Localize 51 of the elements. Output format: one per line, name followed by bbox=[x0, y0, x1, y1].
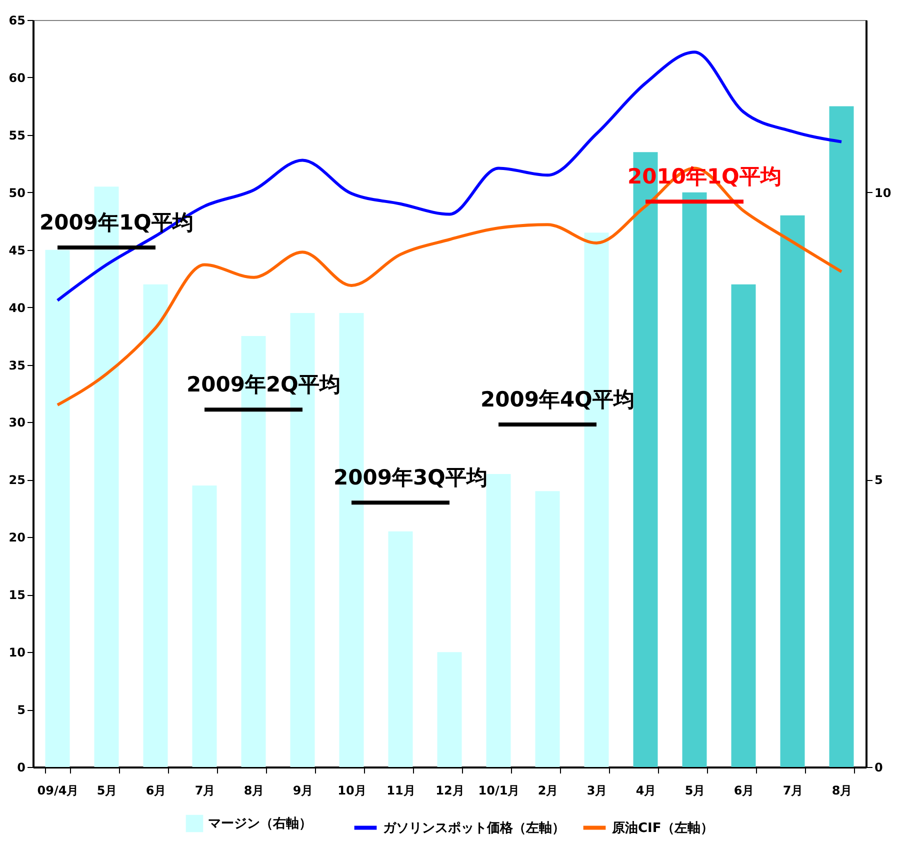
bar bbox=[535, 491, 560, 767]
y-tick-label: 30 bbox=[8, 416, 26, 430]
x-tick-label: 12月 bbox=[436, 784, 464, 798]
x-tick-label: 7月 bbox=[782, 784, 804, 798]
y-tick-label: 15 bbox=[8, 588, 26, 602]
x-tick-label: 8月 bbox=[244, 784, 264, 798]
x-tick-label: 5月 bbox=[96, 784, 118, 798]
x-tick-label: 10/1月 bbox=[478, 784, 520, 798]
x-tick-label: 6月 bbox=[146, 784, 166, 798]
x-tick-label: 10月 bbox=[338, 784, 366, 798]
y2-tick-label: 5 bbox=[874, 473, 883, 488]
bar bbox=[682, 192, 707, 767]
y2-tick-label: 0 bbox=[874, 760, 883, 774]
bar bbox=[192, 485, 217, 767]
bar bbox=[780, 215, 805, 767]
legend-label: マージン（右軸） bbox=[208, 816, 312, 832]
y2-tick-label: 10 bbox=[874, 186, 892, 200]
x-tick-label: 2月 bbox=[538, 784, 558, 798]
bar bbox=[45, 250, 70, 767]
bar bbox=[437, 652, 462, 767]
bar bbox=[486, 474, 511, 767]
x-tick-label: 5月 bbox=[684, 784, 706, 798]
x-tick-label: 11月 bbox=[386, 784, 416, 798]
legend-label: 原油CIF（左軸） bbox=[611, 820, 714, 836]
y-tick-label: 55 bbox=[8, 128, 26, 142]
x-tick-label: 09/4月 bbox=[37, 784, 79, 798]
y-tick-label: 5 bbox=[17, 703, 26, 718]
y-tick-label: 10 bbox=[8, 646, 26, 660]
x-tick-label: 4月 bbox=[636, 784, 656, 798]
x-tick-label: 7月 bbox=[194, 784, 216, 798]
x-tick-label: 3月 bbox=[586, 784, 608, 798]
series-label: 2009年3Q平均 bbox=[334, 466, 488, 490]
y-tick-label: 45 bbox=[8, 243, 26, 258]
bar bbox=[829, 106, 854, 767]
bar bbox=[388, 531, 413, 767]
series-label: 2009年2Q平均 bbox=[186, 372, 340, 397]
y-tick-label: 40 bbox=[8, 300, 26, 315]
y-tick-label: 50 bbox=[8, 186, 26, 200]
y-tick-label: 60 bbox=[8, 70, 26, 85]
y-tick-label: 25 bbox=[8, 473, 26, 488]
legend-label: ガソリンスポット価格（左軸） bbox=[383, 820, 565, 836]
y-tick-label: 20 bbox=[8, 530, 26, 545]
bar bbox=[143, 284, 168, 767]
y-tick-label: 35 bbox=[8, 358, 26, 372]
x-tick-label: 8月 bbox=[832, 784, 852, 798]
series-label: 2009年4Q平均 bbox=[480, 388, 634, 412]
y-tick-label: 0 bbox=[17, 760, 26, 774]
y-tick-label: 65 bbox=[8, 14, 26, 28]
x-tick-label: 9月 bbox=[292, 784, 314, 798]
bar bbox=[731, 284, 756, 767]
x-tick-label: 6月 bbox=[734, 784, 754, 798]
